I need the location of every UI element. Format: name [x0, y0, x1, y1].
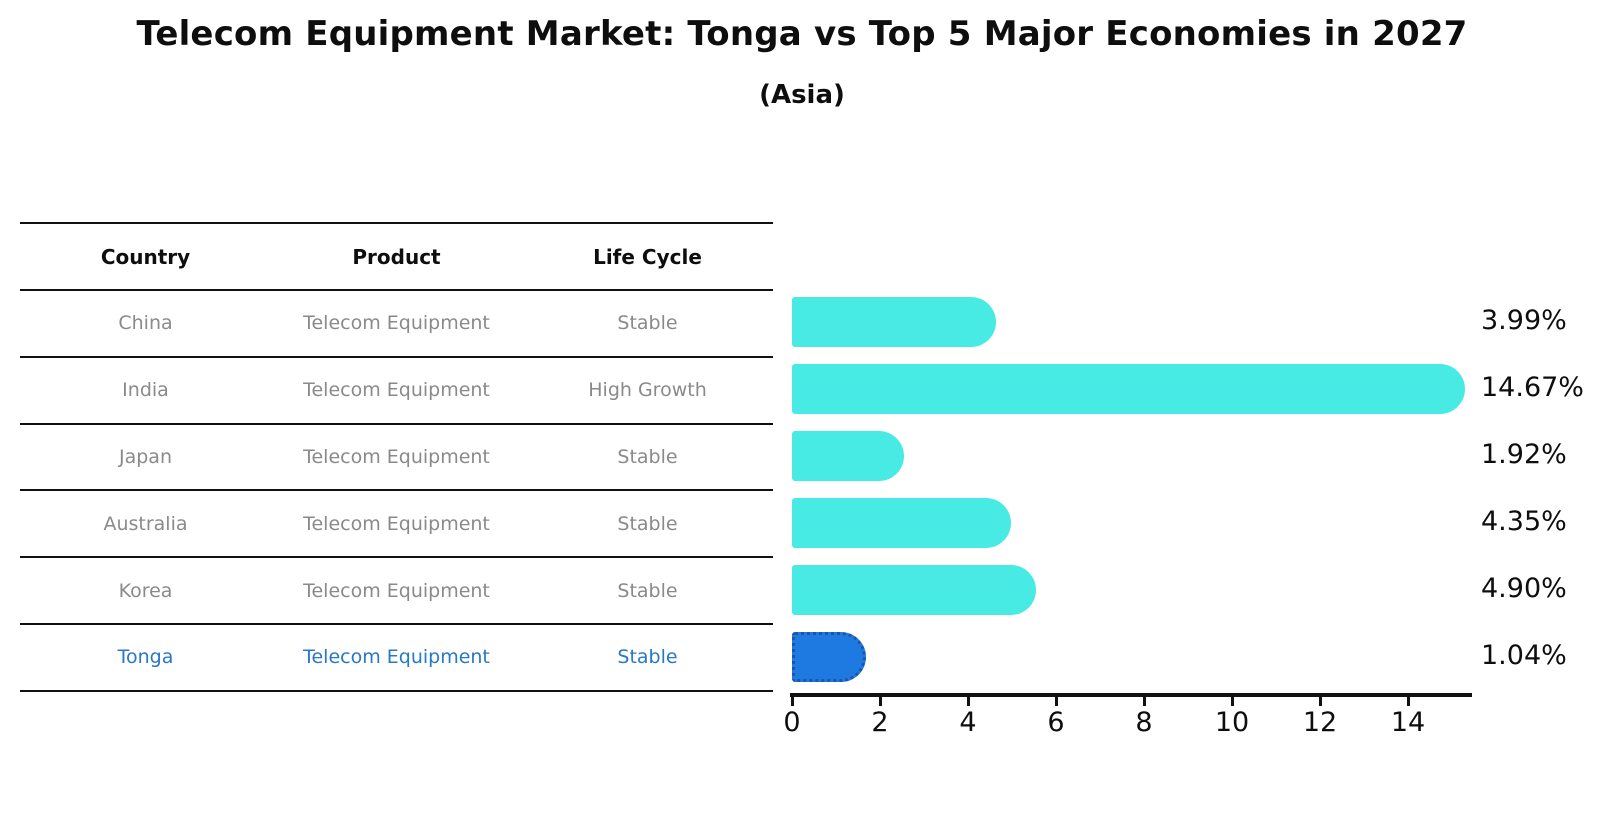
- cell-country: Tonga: [117, 646, 174, 669]
- x-tick-label-2: 2: [871, 707, 889, 738]
- table-row-korea: Korea Telecom Equipment Stable: [20, 558, 773, 625]
- column-header-product: Product: [352, 244, 441, 269]
- x-tick-mark-14: [1407, 696, 1410, 706]
- bar-korea: [792, 564, 1036, 615]
- cell-product: Telecom Equipment: [303, 445, 490, 468]
- cell-product: Telecom Equipment: [303, 379, 490, 402]
- x-tick-label-14: 14: [1390, 707, 1426, 738]
- x-tick-mark-8: [1143, 696, 1146, 706]
- bar-japan: [792, 431, 905, 482]
- x-tick-mark-0: [791, 696, 794, 706]
- cell-country: Australia: [103, 512, 188, 535]
- cell-product: Telecom Equipment: [303, 646, 490, 669]
- country-table: Country Product Life Cycle China Telecom …: [20, 222, 773, 692]
- x-tick-mark-12: [1319, 696, 1322, 706]
- x-tick-label-6: 6: [1047, 707, 1065, 738]
- x-tick-mark-6: [1055, 696, 1058, 706]
- bar-row-japan: [792, 423, 1470, 490]
- cell-country: China: [118, 312, 173, 335]
- table-body: China Telecom Equipment Stable India Telecom…: [20, 291, 773, 692]
- bar-row-tonga: [792, 623, 1470, 690]
- bar-row-india: [792, 356, 1470, 423]
- bar-row-australia: [792, 489, 1470, 556]
- x-tick-label-0: 0: [783, 707, 801, 738]
- value-label-tonga: 1.04%: [1481, 639, 1567, 671]
- cell-life-cycle: Stable: [617, 512, 678, 535]
- value-label-china: 3.99%: [1481, 305, 1567, 337]
- table-row-china: China Telecom Equipment Stable: [20, 291, 773, 358]
- value-label-korea: 4.90%: [1481, 572, 1567, 604]
- cell-country: India: [122, 379, 169, 402]
- x-tick-label-12: 12: [1302, 707, 1338, 738]
- cell-country: Korea: [118, 579, 173, 602]
- cell-product: Telecom Equipment: [303, 512, 490, 535]
- cell-life-cycle: Stable: [617, 646, 678, 669]
- x-tick-label-8: 8: [1135, 707, 1153, 738]
- bar-row-korea: [792, 556, 1470, 623]
- cell-life-cycle: High Growth: [588, 379, 707, 402]
- table-row-tonga: Tonga Telecom Equipment Stable: [20, 625, 773, 692]
- bar-row-china: [792, 289, 1470, 356]
- column-header-life-cycle: Life Cycle: [593, 244, 702, 269]
- cell-country: Japan: [119, 445, 172, 468]
- value-label-india: 14.67%: [1481, 372, 1584, 404]
- value-label-australia: 4.35%: [1481, 505, 1567, 537]
- x-tick-mark-2: [879, 696, 882, 706]
- table-row-india: India Telecom Equipment High Growth: [20, 358, 773, 425]
- bar-australia: [792, 497, 1012, 548]
- cell-product: Telecom Equipment: [303, 579, 490, 602]
- x-tick-label-10: 10: [1214, 707, 1250, 738]
- x-tick-mark-10: [1231, 696, 1234, 706]
- table-row-japan: Japan Telecom Equipment Stable: [20, 425, 773, 492]
- cell-product: Telecom Equipment: [303, 312, 490, 335]
- x-tick-label-4: 4: [959, 707, 977, 738]
- x-tick-mark-4: [967, 696, 970, 706]
- cell-life-cycle: Stable: [617, 579, 678, 602]
- table-row-australia: Australia Telecom Equipment Stable: [20, 491, 773, 559]
- page-title: Telecom Equipment Market: Tonga vs Top 5…: [136, 14, 1468, 54]
- column-header-country: Country: [100, 244, 191, 269]
- bar-india: [792, 364, 1466, 415]
- cell-life-cycle: Stable: [617, 312, 678, 335]
- value-label-japan: 1.92%: [1481, 439, 1567, 471]
- table-header-row: Country Product Life Cycle: [20, 224, 773, 291]
- bar-tonga: [792, 631, 866, 682]
- cell-life-cycle: Stable: [617, 445, 678, 468]
- x-axis-line: [790, 693, 1472, 697]
- bar-chart-plot-area: [792, 289, 1470, 690]
- bar-china: [792, 297, 996, 348]
- page-subtitle: (Asia): [759, 80, 845, 110]
